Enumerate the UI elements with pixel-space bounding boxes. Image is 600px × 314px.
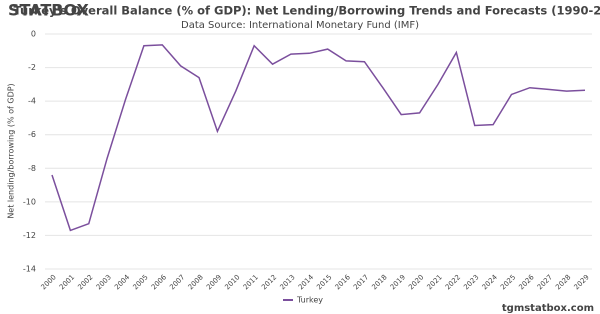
y-axis-label: Net lending/borrowing (% of GDP) bbox=[7, 83, 16, 218]
x-tick-label: 2002 bbox=[76, 273, 94, 291]
x-tick-label: 2013 bbox=[278, 273, 296, 291]
x-tick-label: 2011 bbox=[242, 273, 260, 291]
y-tick-label: -8 bbox=[28, 164, 36, 173]
watermark: tgmstatbox.com bbox=[502, 303, 594, 314]
x-tick-label: 2004 bbox=[113, 273, 132, 292]
chart-title: Turkey's Overall Balance (% of GDP): Net… bbox=[13, 4, 600, 18]
x-tick-label: 2022 bbox=[444, 273, 462, 291]
data-line bbox=[51, 44, 586, 232]
y-tick-label: -6 bbox=[28, 130, 36, 139]
x-tick-label: 2028 bbox=[554, 273, 572, 291]
x-tick-label: 2021 bbox=[426, 273, 444, 291]
x-tick-label: 2023 bbox=[462, 273, 480, 291]
y-tick-label: -12 bbox=[23, 231, 36, 240]
x-tick-label: 2006 bbox=[150, 273, 169, 292]
x-tick-label: 2018 bbox=[370, 273, 388, 291]
x-tick-label: 2009 bbox=[205, 273, 223, 291]
x-tick-label: 2015 bbox=[315, 273, 333, 291]
x-tick-label: 2025 bbox=[499, 273, 517, 291]
x-tick-label: 2010 bbox=[223, 273, 241, 291]
y-tick-label: -4 bbox=[28, 97, 36, 106]
brand-logo: STATBOX bbox=[8, 1, 89, 20]
x-tick-label: 2000 bbox=[40, 273, 58, 291]
x-tick-label: 2027 bbox=[536, 273, 554, 291]
x-tick-label: 2019 bbox=[389, 273, 407, 291]
x-tick-label: 2005 bbox=[131, 273, 149, 291]
x-tick-label: 2026 bbox=[517, 273, 536, 292]
x-tick-label: 2020 bbox=[407, 273, 425, 291]
x-tick-label: 2024 bbox=[481, 273, 500, 292]
x-tick-label: 2001 bbox=[58, 273, 76, 291]
y-tick-label: 0 bbox=[31, 30, 36, 39]
y-tick-label: -10 bbox=[23, 197, 36, 206]
x-tick-label: 2016 bbox=[334, 273, 353, 292]
y-tick-label: -2 bbox=[28, 63, 36, 72]
x-tick-label: 2007 bbox=[168, 273, 186, 291]
chart-subtitle: Data Source: International Monetary Fund… bbox=[181, 20, 419, 31]
x-tick-label: 2017 bbox=[352, 273, 370, 291]
x-tick-label: 2014 bbox=[297, 273, 316, 292]
x-tick-label: 2029 bbox=[573, 273, 591, 291]
x-tick-label: 2003 bbox=[95, 273, 113, 291]
y-tick-label: -14 bbox=[23, 265, 36, 274]
x-tick-label: 2012 bbox=[260, 273, 278, 291]
x-tick-label: 2008 bbox=[187, 273, 205, 291]
legend-label: Turkey bbox=[296, 296, 323, 305]
